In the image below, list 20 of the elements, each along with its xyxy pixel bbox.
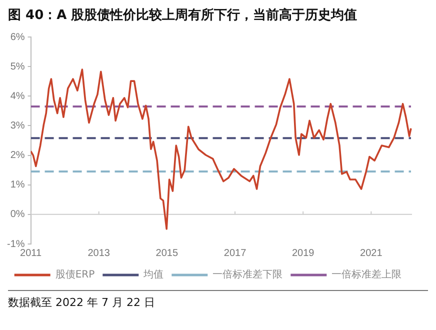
x-tick-label: 2015 [156,248,178,259]
legend-label: 一倍标准差下限 [212,268,283,281]
x-tick-label: 2019 [292,248,315,259]
y-tick-label: 2% [10,150,25,162]
legend-label: 股债ERP [55,270,95,281]
y-tick-label: 0% [10,209,25,220]
text: 数据截至 2022 年 7 月 22 日 [8,290,428,310]
x-tick-label: 2021 [360,248,383,259]
y-tick-label: 6% [10,32,25,43]
y-tick-label: 1% [10,180,25,191]
y-tick-label: 3% [10,120,25,132]
chart-title: 图 40：A 股股债性价比较上周有所下行，当前高于历史均值 [7,6,358,25]
x-tick-label: 2011 [20,248,42,259]
x-tick-label: 2017 [224,248,247,259]
y-tick-label: 5% [10,61,25,72]
x-tick-label: 2013 [88,248,110,259]
legend-label: 一倍标准差上限 [332,268,402,281]
legend-label: 均值 [142,268,164,281]
y-tick-label: 4% [10,90,25,102]
y-tick-label: -1% [6,238,25,250]
